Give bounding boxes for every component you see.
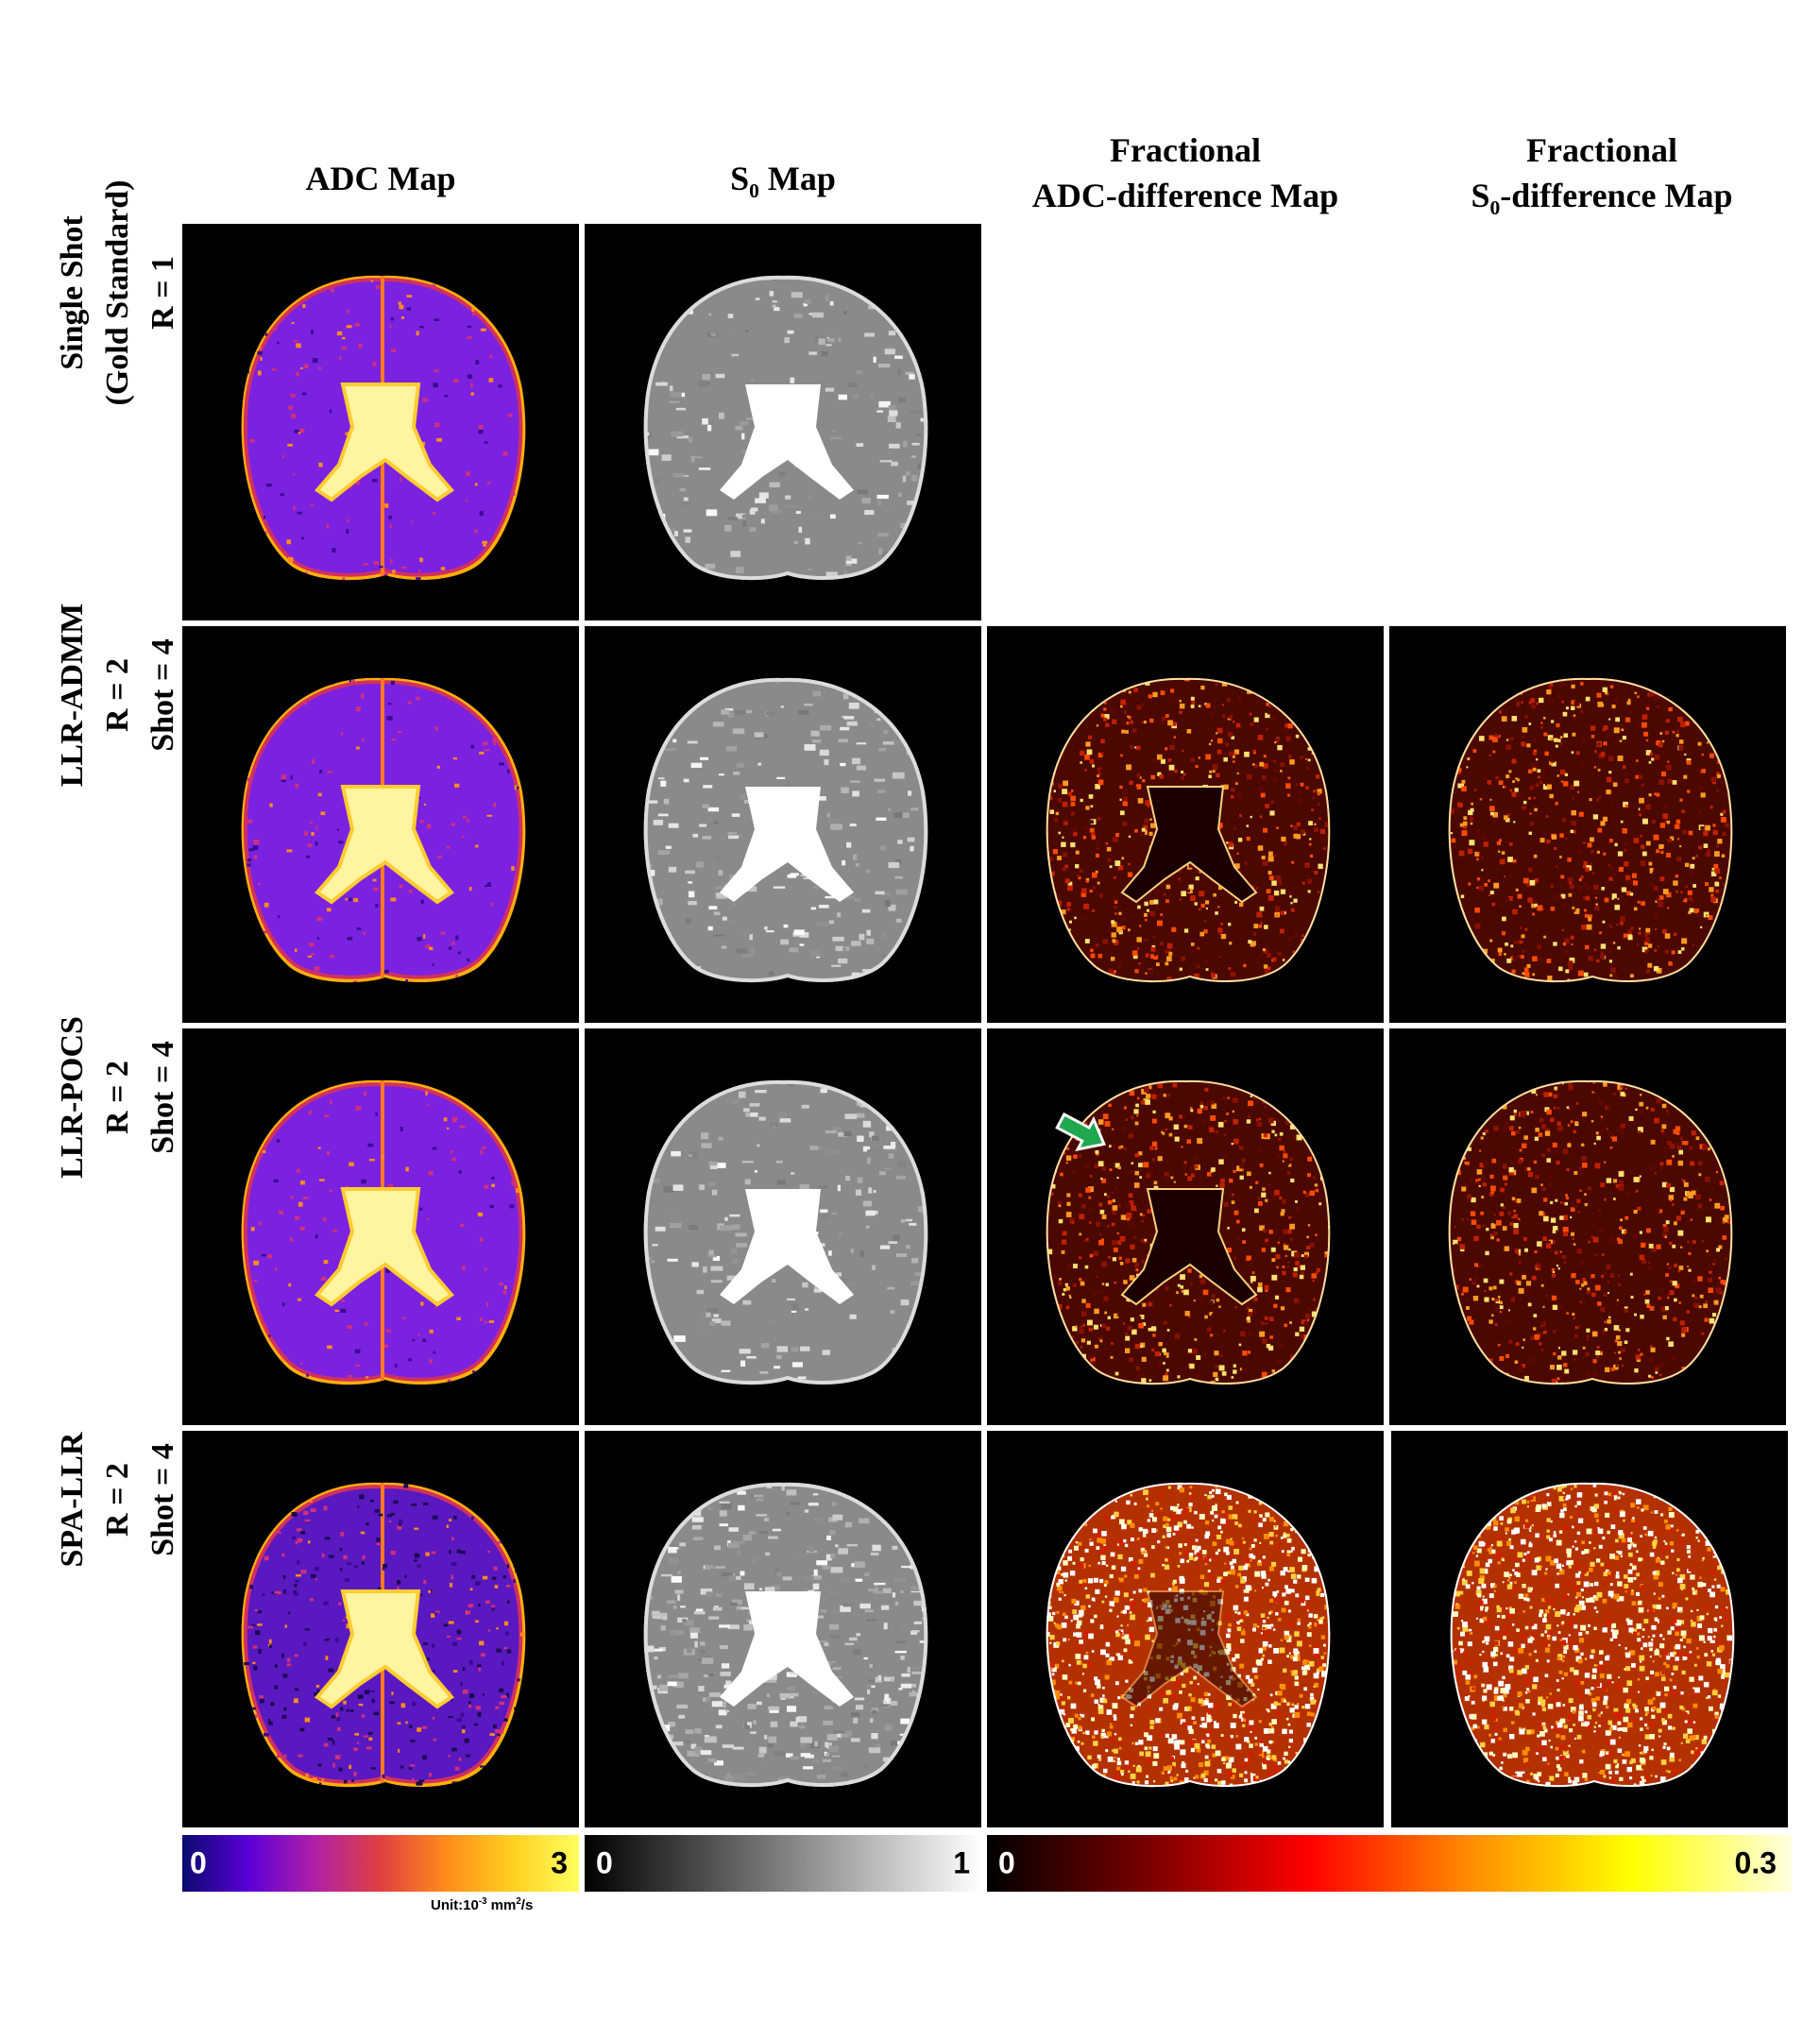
col-header-fractional-s0-difference-map: Fractional S0-difference Map — [1471, 131, 1733, 220]
colorbar-diff-max-label: 0.3 — [1734, 1845, 1777, 1880]
row-header-single-shot: Single Shot (Gold Standard) R = 1 — [55, 179, 180, 406]
colorbar-adc-unit-label: Unit:10-3 mm2/s — [431, 1896, 534, 1913]
colorbar-diff-min-label: 0 — [998, 1845, 1015, 1880]
row-header-spa-llr: SPA-LLR R = 2 Shot = 4 — [55, 1432, 180, 1568]
col-header-s0-map: S0 Map — [730, 160, 836, 203]
colorbar-adc: 0 3 — [182, 1835, 579, 1892]
panel-llr-admm-adc — [182, 626, 579, 1023]
panel-single-shot-adc — [182, 224, 579, 620]
annotation-arrow-icon — [1055, 1112, 1107, 1152]
panel-llr-pocs-s0 — [585, 1028, 981, 1425]
col-header-fractional-adc-difference-map: Fractional ADC-difference Map — [1031, 131, 1339, 214]
panel-llr-pocs-fractional-s0-difference — [1389, 1028, 1786, 1425]
colorbar-s0-min-label: 0 — [596, 1845, 613, 1880]
panel-llr-pocs-adc — [182, 1028, 579, 1425]
panel-llr-pocs-fractional-adc-difference — [987, 1028, 1384, 1425]
panel-llr-admm-fractional-s0-difference — [1389, 626, 1786, 1023]
panel-llr-admm-s0 — [585, 626, 981, 1023]
row-header-llr-admm: LLR-ADMM R = 2 Shot = 4 — [55, 603, 180, 788]
colorbar-fractional-difference: 0 0.3 — [987, 1835, 1792, 1892]
colorbar-s0: 0 1 — [585, 1835, 981, 1892]
colorbar-adc-max-label: 3 — [551, 1845, 568, 1880]
panel-single-shot-s0 — [585, 224, 981, 620]
panel-spa-llr-fractional-adc-difference — [987, 1431, 1384, 1827]
colorbar-s0-max-label: 1 — [953, 1845, 970, 1880]
colorbar-adc-min-label: 0 — [190, 1845, 207, 1880]
panel-spa-llr-fractional-s0-difference — [1391, 1431, 1788, 1827]
col-header-adc-map: ADC Map — [305, 160, 456, 197]
panel-llr-admm-fractional-adc-difference — [987, 626, 1384, 1023]
panel-spa-llr-s0 — [585, 1431, 981, 1827]
row-header-llr-pocs: LLR-POCS R = 2 Shot = 4 — [55, 1016, 180, 1179]
panel-spa-llr-adc — [182, 1431, 579, 1827]
